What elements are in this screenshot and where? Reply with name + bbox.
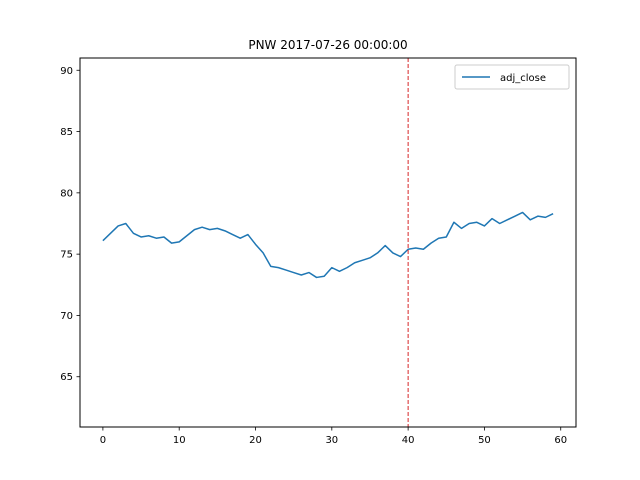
x-tick-label: 40 — [402, 435, 415, 446]
chart-title: PNW 2017-07-26 00:00:00 — [248, 38, 407, 52]
x-tick-label: 30 — [325, 435, 338, 446]
legend-label-adj-close: adj_close — [500, 73, 546, 84]
legend-box — [454, 64, 570, 90]
x-tick-label: 10 — [173, 435, 186, 446]
x-tick-label: 50 — [478, 435, 491, 446]
x-tick-label: 20 — [249, 435, 262, 446]
y-tick-label: 75 — [60, 250, 73, 261]
x-tick-label: 60 — [554, 435, 567, 446]
series-line-adj-close — [102, 211, 554, 279]
x-tick-label: 0 — [100, 435, 106, 446]
y-tick-label: 85 — [60, 127, 73, 138]
series-layer — [102, 211, 554, 279]
y-axis: 65 70 75 80 85 90 — [60, 66, 80, 383]
plot-frame — [79, 57, 577, 428]
plot-area — [80, 58, 576, 427]
y-tick-label: 90 — [60, 66, 73, 77]
y-tick-label: 80 — [60, 188, 73, 199]
y-tick-label: 65 — [60, 372, 73, 383]
x-axis: 0 10 20 30 40 50 60 — [100, 427, 567, 446]
y-tick-label: 70 — [60, 311, 73, 322]
legend: adj_close — [454, 64, 570, 90]
